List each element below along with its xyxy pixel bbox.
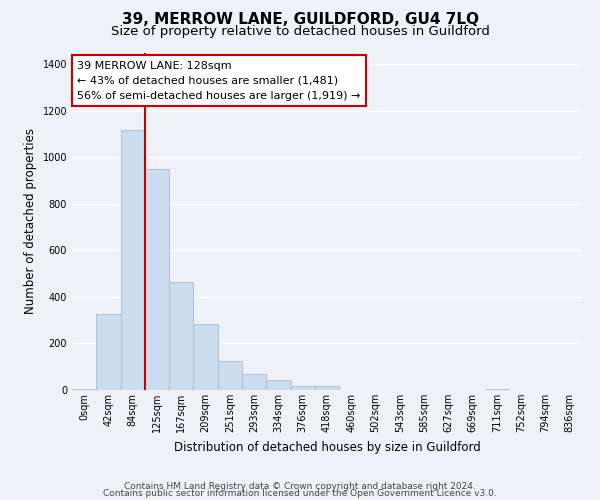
Bar [290,386,315,390]
Bar [485,389,509,390]
Y-axis label: Number of detached properties: Number of detached properties [24,128,37,314]
Bar [96,314,121,390]
Text: 39 MERROW LANE: 128sqm
← 43% of detached houses are smaller (1,481)
56% of semi-: 39 MERROW LANE: 128sqm ← 43% of detached… [77,61,361,100]
Bar [242,374,266,390]
Bar [266,380,290,390]
Bar [315,386,339,390]
Bar [169,282,193,390]
Text: Size of property relative to detached houses in Guildford: Size of property relative to detached ho… [110,25,490,38]
Text: 39, MERROW LANE, GUILDFORD, GU4 7LQ: 39, MERROW LANE, GUILDFORD, GU4 7LQ [121,12,479,28]
Bar [72,389,96,390]
X-axis label: Distribution of detached houses by size in Guildford: Distribution of detached houses by size … [173,440,481,454]
Text: Contains public sector information licensed under the Open Government Licence v3: Contains public sector information licen… [103,490,497,498]
Bar [145,169,169,390]
Text: Contains HM Land Registry data © Crown copyright and database right 2024.: Contains HM Land Registry data © Crown c… [124,482,476,491]
Bar [193,324,218,390]
Bar [121,130,145,390]
Bar [218,361,242,390]
